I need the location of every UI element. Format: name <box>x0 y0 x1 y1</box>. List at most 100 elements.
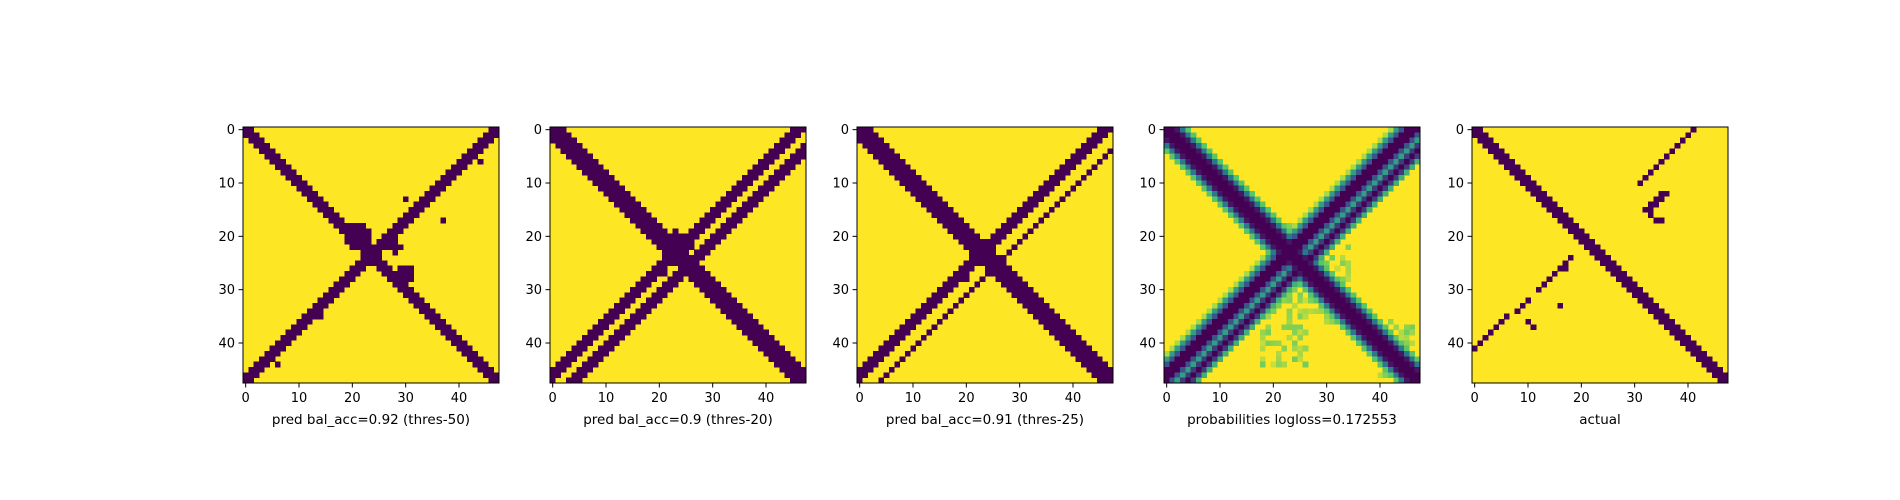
heatmap-cell <box>1318 244 1325 250</box>
heatmap-cell <box>419 201 425 208</box>
heatmap-cell <box>640 207 647 213</box>
heatmap-cell <box>678 260 684 266</box>
heatmap-cell <box>1308 265 1314 272</box>
heatmap-cell <box>1361 185 1367 192</box>
heatmap-cell <box>1196 345 1202 352</box>
heatmap-cell <box>1281 324 1287 330</box>
heatmap-cell <box>392 249 398 256</box>
heatmap-cell <box>1011 281 1018 288</box>
heatmap-cell <box>1573 223 1579 229</box>
heatmap-cell <box>1222 303 1229 309</box>
heatmap-cells <box>243 127 500 384</box>
heatmap-cell <box>566 153 572 160</box>
heatmap-cell <box>1525 319 1531 325</box>
heatmap-cell <box>1281 361 1287 368</box>
heatmap-cell <box>1201 340 1207 346</box>
y-tick-label: 30 <box>525 283 542 298</box>
heatmap-cell <box>355 265 361 272</box>
heatmap-cell <box>1254 223 1261 229</box>
heatmap-cell <box>598 329 604 336</box>
heatmap-cell <box>894 335 900 341</box>
heatmap-cell <box>1217 335 1223 341</box>
heatmap-cell <box>1377 143 1383 149</box>
heatmap-cell <box>1594 244 1601 250</box>
heatmap-cell <box>1297 329 1303 336</box>
heatmap-cell <box>1043 308 1050 314</box>
heatmap-cell <box>694 260 700 266</box>
heatmap-cell <box>747 201 753 208</box>
heatmap-cell <box>1059 319 1066 325</box>
heatmap-cell <box>640 276 647 282</box>
heatmap-cell <box>699 265 705 272</box>
heatmap-cell <box>1334 303 1341 309</box>
heatmap-cell <box>1382 132 1389 138</box>
heatmap-cell <box>736 212 743 218</box>
heatmap-cell <box>694 249 700 256</box>
heatmap-cell <box>667 249 673 256</box>
heatmap-cell <box>1244 308 1250 314</box>
heatmap-cell <box>619 207 625 213</box>
heatmap-cell <box>899 180 906 186</box>
heatmap-cell <box>963 223 970 229</box>
heatmap-cell <box>779 175 785 181</box>
heatmap-cell <box>1260 271 1266 277</box>
heatmap-cell <box>1196 351 1202 357</box>
heatmap-cell <box>333 212 340 218</box>
heatmap-cell <box>1022 201 1028 208</box>
heatmap-cell <box>1626 276 1633 282</box>
heatmap-cell <box>1610 265 1617 272</box>
heatmap-cell <box>1562 217 1569 224</box>
heatmap-cell <box>429 313 436 320</box>
heatmap-cell <box>397 217 404 224</box>
heatmap-cell <box>1049 207 1055 213</box>
heatmap-cell <box>1286 281 1293 288</box>
heatmap-cell <box>1201 143 1207 149</box>
heatmap-cell <box>253 361 260 368</box>
heatmap-cell <box>1043 191 1050 197</box>
heatmap-cell <box>1201 175 1207 181</box>
y-tick-label: 30 <box>218 283 235 298</box>
heatmap-cell <box>1228 329 1234 336</box>
heatmap-cell <box>317 308 324 314</box>
heatmap-cell <box>1054 201 1060 208</box>
heatmap-cell <box>958 217 964 224</box>
heatmap-cell <box>483 361 489 368</box>
heatmap-cell <box>403 196 409 202</box>
heatmap-cell <box>619 324 625 330</box>
heatmap-cell <box>790 361 796 368</box>
y-tick-label: 0 <box>1148 123 1156 138</box>
heatmap-cell <box>1398 361 1405 368</box>
heatmap-cell <box>1292 324 1298 330</box>
heatmap-cell <box>1350 297 1357 304</box>
heatmap-cell <box>1372 313 1378 320</box>
heatmap-cell <box>779 361 785 368</box>
heatmap-cell <box>592 361 599 368</box>
heatmap-cell <box>349 265 356 272</box>
heatmap-cell <box>1054 319 1060 325</box>
heatmap-cell <box>1356 313 1362 320</box>
heatmap-cell <box>726 308 732 314</box>
heatmap-cell <box>1345 324 1351 330</box>
heatmap-cell <box>1414 143 1421 149</box>
heatmap-cell <box>1265 324 1271 330</box>
heatmap-cell <box>667 276 673 282</box>
heatmap-cell <box>1190 335 1197 341</box>
heatmap-cell <box>1033 292 1039 298</box>
heatmap-cell <box>1180 148 1186 154</box>
heatmap-cell <box>1404 329 1410 336</box>
heatmap-cell <box>1228 185 1234 192</box>
heatmap-cell <box>795 148 801 154</box>
heatmap-cell <box>1324 313 1330 320</box>
heatmap-cell <box>1536 196 1542 202</box>
heatmap-cell <box>1308 276 1314 282</box>
heatmap-cell <box>344 281 350 288</box>
heatmap-cell <box>1334 196 1341 202</box>
heatmap-cell <box>1270 249 1277 256</box>
heatmap-cell <box>582 169 588 176</box>
y-tick-label: 30 <box>1139 283 1156 298</box>
heatmap-cell <box>1350 169 1357 176</box>
heatmap-cell <box>969 265 975 272</box>
heatmap-cell <box>1472 132 1478 138</box>
heatmap-cell <box>1075 148 1082 154</box>
heatmap-cell <box>1174 345 1181 352</box>
